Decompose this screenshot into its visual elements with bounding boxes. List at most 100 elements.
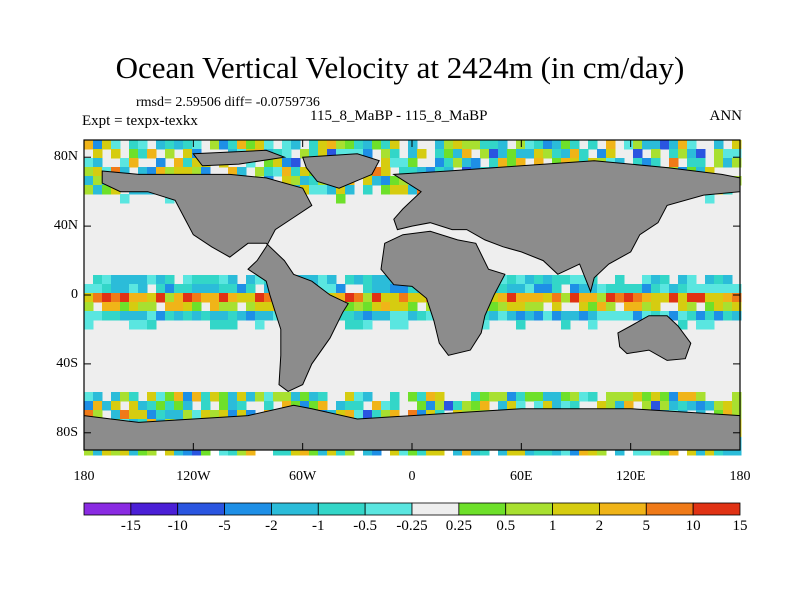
velocity-cell [165, 302, 175, 312]
velocity-cell [471, 392, 481, 402]
velocity-cell [651, 158, 661, 168]
velocity-cell [363, 392, 373, 402]
velocity-cell [444, 158, 454, 168]
velocity-cell [408, 311, 418, 321]
velocity-cell [561, 275, 571, 285]
velocity-cell [147, 149, 157, 159]
velocity-cell [138, 140, 148, 150]
velocity-cell [390, 293, 400, 303]
velocity-cell [84, 284, 94, 294]
velocity-cell [669, 311, 679, 321]
velocity-cell [417, 401, 427, 411]
velocity-cell [534, 311, 544, 321]
velocity-cell [471, 401, 481, 411]
velocity-cell [588, 302, 598, 312]
velocity-cell [210, 392, 220, 402]
velocity-cell [84, 446, 94, 456]
velocity-cell [714, 446, 724, 456]
velocity-cell [372, 275, 382, 285]
land-mask [83, 149, 741, 451]
velocity-cell [237, 392, 247, 402]
colorbar-swatch [552, 502, 600, 516]
velocity-cell [318, 401, 328, 411]
velocity-cell [570, 293, 580, 303]
velocity-cell [156, 275, 166, 285]
velocity-cell [210, 320, 220, 330]
colorbar [83, 502, 741, 516]
land-arctic-islands [192, 149, 287, 167]
velocity-cell [93, 401, 103, 411]
velocity-cell [408, 293, 418, 303]
velocity-cell [165, 446, 175, 456]
velocity-cell [282, 446, 292, 456]
velocity-cell [228, 167, 238, 177]
velocity-cell [93, 167, 103, 177]
velocity-cell [705, 275, 715, 285]
velocity-cell [408, 392, 418, 402]
velocity-cell [282, 149, 292, 159]
velocity-cell [255, 140, 265, 150]
velocity-cell [723, 311, 733, 321]
velocity-cell [228, 302, 238, 312]
velocity-cell [651, 446, 661, 456]
velocity-cell [318, 185, 328, 195]
velocity-cell [426, 401, 436, 411]
velocity-cell [444, 149, 454, 159]
velocity-cell [453, 158, 463, 168]
velocity-cell [669, 158, 679, 168]
velocity-cell [525, 311, 535, 321]
velocity-cell [534, 158, 544, 168]
velocity-cell [192, 158, 202, 168]
velocity-cell [120, 311, 130, 321]
velocity-cell [516, 311, 526, 321]
velocity-cell [561, 401, 571, 411]
velocity-cell [381, 167, 391, 177]
velocity-cell [327, 275, 337, 285]
colorbar-swatch [224, 502, 272, 516]
velocity-cell [516, 401, 526, 411]
velocity-cell [453, 149, 463, 159]
velocity-cell [129, 158, 139, 168]
velocity-cell [84, 158, 94, 168]
velocity-cell [462, 401, 472, 411]
velocity-cell [192, 392, 202, 402]
velocity-cell [471, 446, 481, 456]
velocity-cell [264, 302, 274, 312]
velocity-cell [102, 284, 112, 294]
velocity-cell [633, 293, 643, 303]
velocity-cell [408, 410, 418, 420]
velocity-cell [633, 446, 643, 456]
velocity-cell [111, 167, 121, 177]
velocity-cell [291, 158, 301, 168]
velocity-cell [381, 284, 391, 294]
velocity-cell [507, 446, 517, 456]
velocity-cell [669, 392, 679, 402]
velocity-cell [642, 401, 652, 411]
velocity-cell [129, 446, 139, 456]
velocity-cell [183, 284, 193, 294]
velocity-cell [570, 284, 580, 294]
velocity-cell [147, 167, 157, 177]
velocity-cell [408, 167, 418, 177]
velocity-cell [372, 446, 382, 456]
velocity-cell [570, 149, 580, 159]
velocity-cell [246, 275, 256, 285]
velocity-cell [399, 320, 409, 330]
velocity-cell [183, 392, 193, 402]
experiment-label: Expt = texpx-texkx [82, 113, 198, 129]
velocity-cell [219, 302, 229, 312]
velocity-cell [354, 311, 364, 321]
velocity-cell [651, 401, 661, 411]
velocity-cell [633, 158, 643, 168]
velocity-cell [183, 410, 193, 420]
velocity-cell [147, 293, 157, 303]
velocity-cell [237, 284, 247, 294]
velocity-cell [390, 284, 400, 294]
velocity-cell [309, 401, 319, 411]
velocity-cell [138, 311, 148, 321]
velocity-cell [138, 284, 148, 294]
velocity-cell [642, 293, 652, 303]
velocity-cell [570, 392, 580, 402]
colorbar-swatch [692, 502, 741, 516]
velocity-cell [165, 275, 175, 285]
